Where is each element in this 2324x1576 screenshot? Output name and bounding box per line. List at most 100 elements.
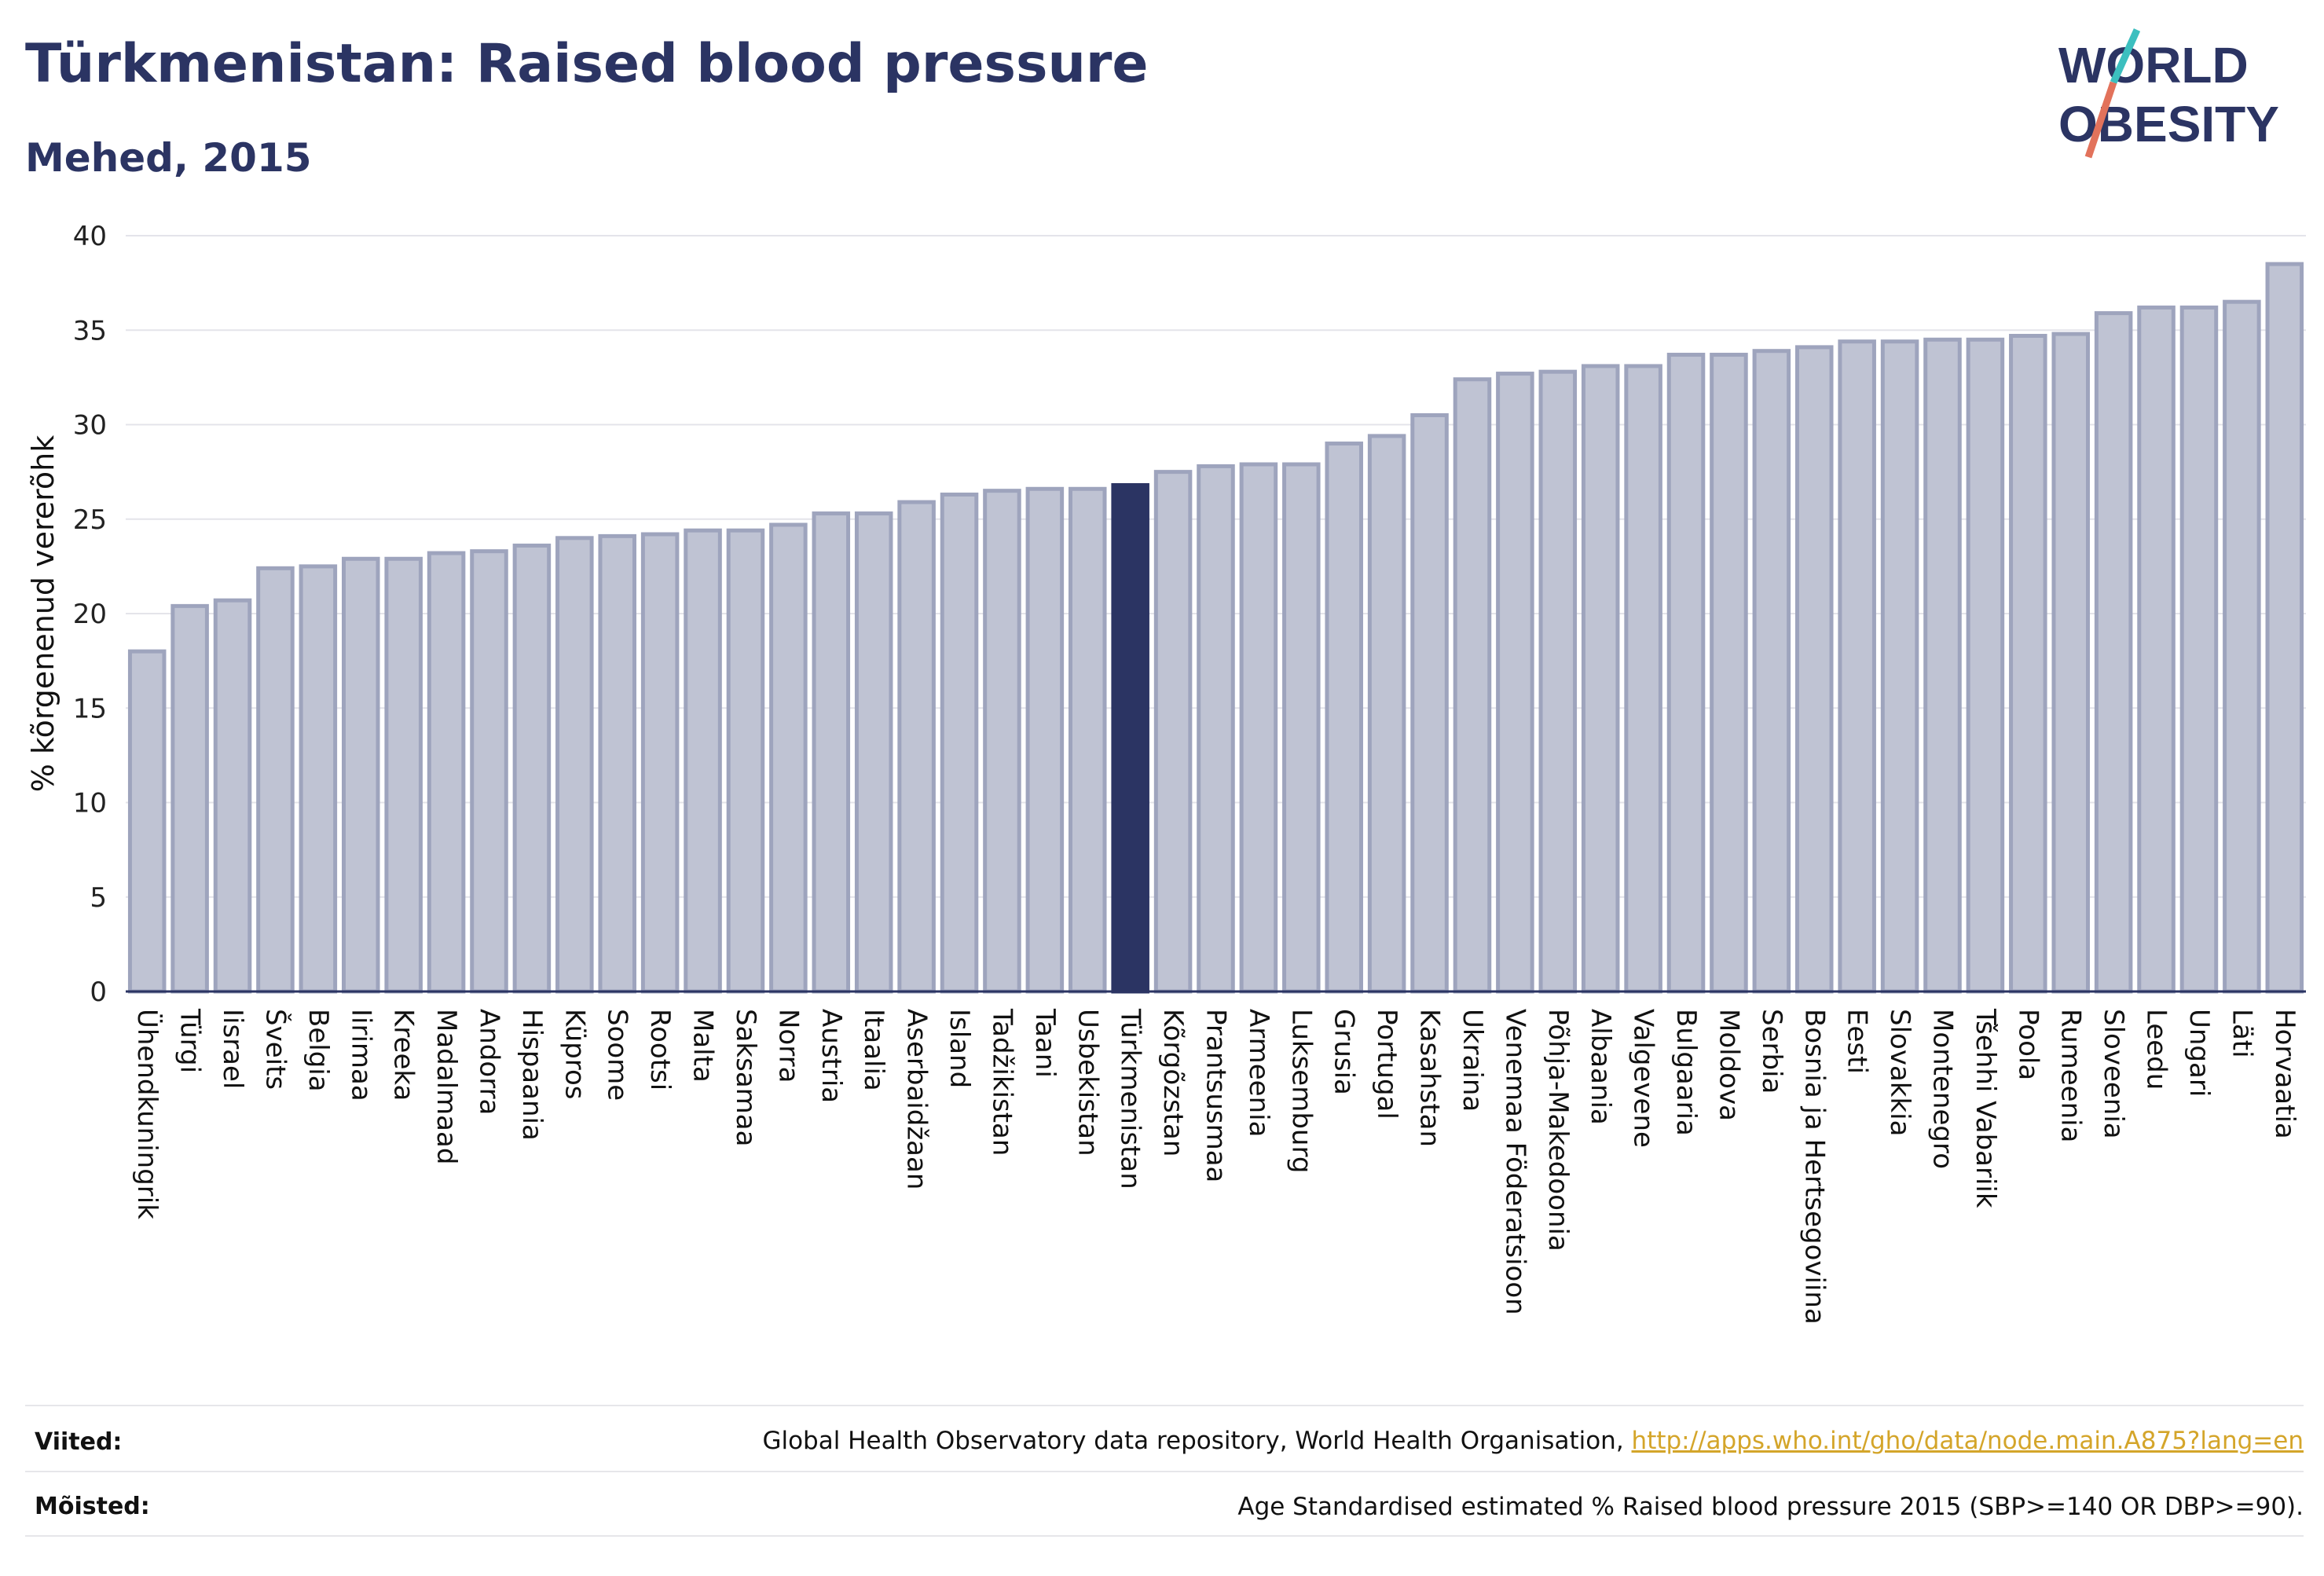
definitions-label: Mõisted: <box>35 1493 150 1520</box>
bar <box>1325 442 1363 994</box>
references-source: Global Health Observatory data repositor… <box>762 1427 1632 1455</box>
x-tick-label: Taani <box>1029 1008 1061 1078</box>
x-tick-label: Türgi <box>174 1008 206 1073</box>
definitions-text: Age Standardised estimated % Raised bloo… <box>1237 1493 2304 1521</box>
x-tick-label: Armeenia <box>1243 1009 1274 1137</box>
logo-slash-top <box>2110 28 2141 84</box>
bar <box>1624 364 1662 994</box>
x-tick-label: Portugal <box>1371 1009 1402 1120</box>
bar <box>769 522 808 994</box>
y-tick-label: 15 <box>73 693 107 724</box>
y-tick-label: 30 <box>73 410 107 442</box>
bar <box>1880 339 1919 994</box>
bar-highlighted <box>1111 482 1149 994</box>
bar <box>1966 337 2005 994</box>
references-label: Viited: <box>35 1428 123 1456</box>
bar <box>2009 333 2047 994</box>
x-tick-label: Kreeka <box>388 1009 420 1101</box>
x-tick-label: Montenegro <box>1927 1009 1959 1169</box>
bar <box>2137 305 2176 994</box>
footer-divider-bottom <box>25 1535 2304 1537</box>
x-tick-label: Iisrael <box>217 1009 248 1089</box>
bar <box>2051 332 2091 994</box>
bar <box>1496 372 1534 994</box>
bar <box>1367 434 1406 994</box>
x-tick-label: Tadžikistan <box>986 1008 1017 1156</box>
x-tick-label: Läti <box>2226 1009 2257 1058</box>
bar <box>1153 470 1193 994</box>
x-tick-label: Moldova <box>1713 1009 1744 1121</box>
y-tick-label: 25 <box>73 504 107 536</box>
bar <box>470 549 508 994</box>
x-tick-label: Belgia <box>302 1009 334 1092</box>
x-tick-label: Ühendkuningrik <box>131 1009 163 1219</box>
chart-subtitle: Mehed, 2015 <box>25 135 312 181</box>
x-tick-label: Valgevene <box>1628 1009 1659 1148</box>
logo-slash-bottom <box>2084 81 2117 159</box>
bar <box>598 533 636 994</box>
x-tick-label: Rootsi <box>644 1009 676 1090</box>
x-tick-label: Kasahstan <box>1414 1009 1446 1147</box>
x-tick-label: Island <box>944 1009 975 1088</box>
bar <box>2223 299 2261 994</box>
bar <box>1069 486 1107 994</box>
bar <box>427 551 466 994</box>
x-tick-label: Norra <box>772 1009 804 1083</box>
x-tick-label: Usbekistan <box>1072 1009 1103 1156</box>
bar <box>854 511 893 994</box>
y-tick-label: 5 <box>90 882 107 914</box>
x-tick-label: Sloveenia <box>2098 1009 2129 1139</box>
y-tick-label: 20 <box>73 599 107 630</box>
x-tick-label: Kõrgõzstan <box>1157 1009 1189 1156</box>
bar <box>640 532 680 994</box>
x-tick-label: Tšehhi Vabariik <box>1970 1008 2001 1208</box>
bar <box>1710 353 1748 994</box>
bar <box>342 556 380 994</box>
bar-chart: 0 5 10 15 20 25 30 35 40 Ühendkuningrik Türgi Iisra… <box>26 221 2306 1325</box>
x-tick-label: Ungari <box>2183 1009 2215 1097</box>
bar <box>812 511 851 994</box>
bar <box>1410 412 1449 994</box>
bar <box>1923 337 1962 994</box>
bar <box>512 543 552 994</box>
x-tick-label: Põhja-Makedoonia <box>1542 1009 1574 1252</box>
y-axis-label: % kõrgenenud vererõhk <box>26 435 60 793</box>
bar <box>2265 262 2304 994</box>
x-tick-label: Iirimaa <box>345 1009 376 1101</box>
y-tick-label: 0 <box>90 977 107 1008</box>
x-tick-label: Bosnia ja Hertsegoviina <box>1798 1009 1830 1325</box>
x-tick-label: Serbia <box>1756 1009 1787 1094</box>
bar <box>1239 462 1278 994</box>
x-tick-label: Saksamaa <box>730 1009 761 1146</box>
x-tick-label: Hispaania <box>516 1009 548 1141</box>
bar <box>170 603 209 994</box>
bar <box>1197 464 1235 994</box>
y-tick-label: 35 <box>73 315 107 346</box>
bar <box>1025 486 1065 994</box>
bar <box>384 556 423 994</box>
x-tick-label: Soome <box>602 1009 633 1101</box>
bar <box>1453 377 1492 994</box>
x-tick-label: Austria <box>816 1009 847 1103</box>
x-tick-label: Türkmenistan <box>1115 1008 1146 1189</box>
bar <box>127 649 167 994</box>
bar <box>684 528 722 994</box>
world-obesity-logo: WORLD OBESITY <box>2058 28 2279 159</box>
x-tick-label: Bulgaaria <box>1670 1009 1702 1136</box>
x-tick-label: Leedu <box>2141 1009 2172 1090</box>
x-tick-label: Itaalia <box>858 1009 889 1091</box>
bar <box>1282 462 1321 994</box>
x-tick-label: Slovakkia <box>1884 1009 1915 1136</box>
references-link[interactable]: http://apps.who.int/gho/data/node.main.A… <box>1631 1427 2304 1455</box>
y-tick-label: 40 <box>73 221 107 252</box>
chart-title: Türkmenistan: Raised blood pressure <box>25 33 1149 95</box>
bar <box>299 564 338 994</box>
bar <box>1581 364 1620 994</box>
logo-line1: WORLD <box>2058 37 2249 93</box>
x-tick-label: Eesti <box>1842 1009 1873 1074</box>
bar <box>897 500 936 994</box>
bar <box>983 489 1021 994</box>
x-tick-label: Rumeenia <box>2055 1009 2087 1142</box>
bar <box>1538 369 1578 994</box>
x-tick-label: Luksemburg <box>1285 1009 1317 1173</box>
